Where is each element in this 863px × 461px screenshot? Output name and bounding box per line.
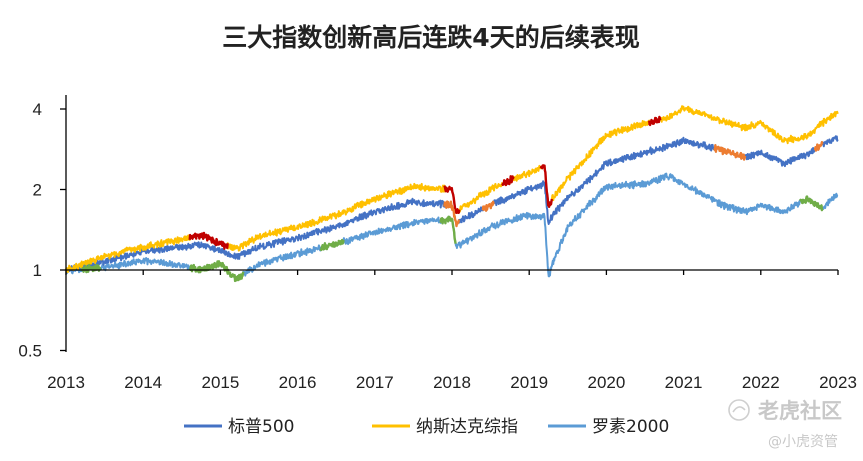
highlight-segment bbox=[319, 238, 345, 252]
legend-label: 罗素2000 bbox=[592, 417, 669, 437]
highlight-layer bbox=[80, 115, 824, 283]
watermark: 老虎社区 @小虎资管 bbox=[728, 399, 842, 450]
tiger-logo-icon bbox=[728, 399, 750, 421]
legend-label: 标普500 bbox=[228, 417, 294, 437]
highlight-segment bbox=[188, 260, 245, 283]
watermark-handle: @小虎资管 bbox=[768, 434, 838, 450]
x-tick-label: 2020 bbox=[587, 373, 625, 392]
x-tick-label: 2019 bbox=[510, 373, 548, 392]
x-tick-label: 2013 bbox=[47, 373, 85, 392]
highlight-segment bbox=[439, 215, 457, 244]
legend: 标普500 纳斯达克综指 罗素2000 bbox=[184, 417, 669, 437]
highlight-segment bbox=[799, 195, 824, 212]
y-tick-label: 0.5 bbox=[18, 342, 42, 361]
legend-label: 纳斯达克综指 bbox=[416, 417, 518, 437]
x-tick-label: 2022 bbox=[742, 373, 780, 392]
y-tick-label: 2 bbox=[33, 181, 42, 200]
highlight-segment bbox=[539, 164, 554, 208]
y-tick-label: 4 bbox=[33, 100, 42, 119]
x-tick-label: 2015 bbox=[201, 373, 239, 392]
y-tick-label: 1 bbox=[33, 261, 42, 280]
highlight-segment bbox=[443, 185, 461, 214]
x-tick-group: 2013 2014 2015 2016 2017 2018 2019 2020 2021 2022… bbox=[47, 270, 857, 392]
x-tick-label: 2021 bbox=[665, 373, 703, 392]
watermark-brand: 老虎社区 bbox=[758, 399, 842, 423]
highlight-segment bbox=[481, 200, 495, 212]
x-tick-label: 2014 bbox=[124, 373, 162, 392]
y-tick-group: 0.5 1 2 4 bbox=[18, 100, 66, 361]
x-tick-label: 2018 bbox=[433, 373, 471, 392]
highlight-segment bbox=[443, 200, 461, 228]
x-tick-label: 2023 bbox=[819, 373, 857, 392]
highlight-segment bbox=[648, 115, 662, 127]
x-tick-label: 2016 bbox=[279, 373, 317, 392]
highlight-segment bbox=[813, 141, 824, 152]
highlight-segment bbox=[501, 175, 515, 187]
x-tick-label: 2017 bbox=[356, 373, 394, 392]
highlight-segment bbox=[713, 144, 747, 161]
highlight-segment bbox=[188, 231, 229, 250]
highlight-segment bbox=[80, 263, 102, 274]
chart-title: 三大指数创新高后连跌4天的后续表现 bbox=[222, 23, 639, 52]
